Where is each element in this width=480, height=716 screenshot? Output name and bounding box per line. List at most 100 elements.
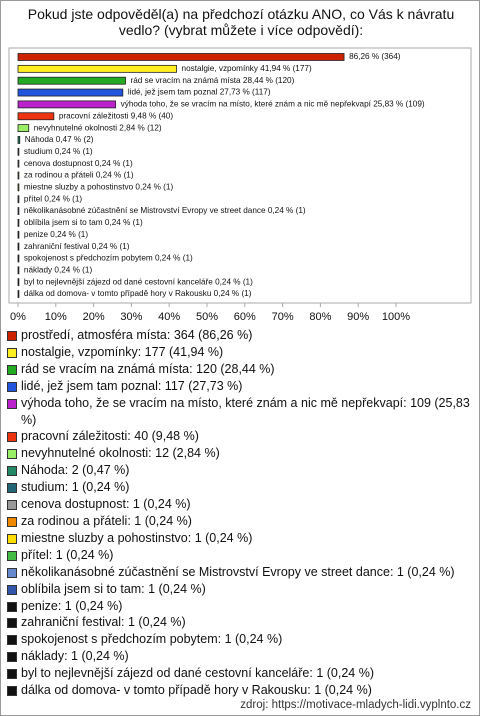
bar	[17, 147, 20, 156]
legend-label: nevyhnutelné okolnosti: 12 (2,84 %)	[21, 446, 220, 461]
legend-swatch	[7, 364, 17, 375]
legend-swatch	[7, 550, 17, 561]
value-label: studium 0,24 % (1)	[24, 147, 93, 156]
legend-swatch	[7, 601, 17, 612]
bar	[17, 207, 20, 215]
x-tick-label: 60%	[234, 311, 256, 323]
x-tick-label: 90%	[347, 311, 369, 323]
legend-label: pracovní záležitosti: 40 (9,48 %)	[21, 429, 199, 444]
bar	[17, 88, 124, 97]
legend-item: penize: 1 (0,24 %)	[7, 598, 473, 615]
value-label: výhoda toho, že se vracím na místo, kter…	[121, 100, 425, 109]
legend-swatch	[7, 567, 17, 578]
x-tick-label: 10%	[45, 311, 67, 323]
legend-swatch	[7, 652, 17, 663]
legend-label: lidé, jež jsem tam poznal: 117 (27,73 %)	[21, 378, 243, 393]
legend-item: prostředí, atmosféra místa: 364 (86,26 %…	[7, 327, 473, 344]
value-label: miestne sluzby a pohostinstvo 0,24 % (1)	[24, 183, 174, 192]
x-tick-label: 40%	[158, 311, 180, 323]
legend-item: za rodinou a přáteli: 1 (0,24 %)	[7, 513, 473, 530]
legend-swatch	[7, 669, 17, 680]
value-label: přítel 0,24 % (1)	[24, 194, 83, 203]
legend-item: přítel: 1 (0,24 %)	[7, 547, 473, 564]
value-label: nostalgie, vzpomínky 41,94 % (177)	[182, 64, 312, 73]
bar	[17, 100, 117, 109]
source: zdroj: https://motivace-mladych-lidi.vyp…	[240, 699, 471, 711]
legend-label: za rodinou a přáteli: 1 (0,24 %)	[21, 513, 192, 528]
value-label: lidé, jež jsem tam poznal 27,73 % (117)	[128, 88, 271, 97]
value-label: penize 0,24 % (1)	[24, 230, 88, 239]
x-tick-label: 50%	[196, 311, 218, 323]
legend-item: spokojenost s předchozím pobytem: 1 (0,2…	[7, 631, 473, 648]
legend: prostředí, atmosféra místa: 364 (86,26 %…	[7, 327, 473, 699]
value-label: náklady 0,24 % (1)	[24, 265, 93, 274]
bar	[17, 218, 20, 227]
value-label: rád se vracím na známá místa 28,44 % (12…	[131, 76, 295, 85]
legend-label: Náhoda: 2 (0,47 %)	[21, 463, 130, 478]
value-label: cenova dostupnost 0,24 % (1)	[24, 159, 133, 168]
x-tick-label: 100%	[382, 311, 410, 323]
bar	[17, 124, 30, 132]
legend-swatch	[7, 618, 17, 629]
value-label: za rodinou a přáteli 0,24 % (1)	[24, 171, 134, 180]
legend-label: rád se vracím na známá místa: 120 (28,44…	[21, 361, 275, 376]
x-tick-label: 80%	[309, 311, 331, 323]
bar	[17, 230, 20, 239]
legend-swatch	[7, 686, 17, 697]
chart: 0% 10% 20% 30% 40% 50% 60% 70% 80% 90% 100% 86,26 %…	[8, 47, 472, 323]
legend-item: rád se vracím na známá místa: 120 (28,44…	[7, 361, 473, 378]
legend-swatch	[7, 331, 17, 341]
chart-title: Pokud jste odpověděl(a) na předchozí otá…	[27, 6, 455, 38]
legend-label: několikanásobné zúčastnění se Mistrovstv…	[21, 564, 455, 579]
bar	[17, 159, 20, 168]
legend-swatch	[7, 466, 17, 477]
legend-item: lidé, jež jsem tam poznal: 117 (27,73 %)	[7, 378, 473, 395]
legend-label: oblíbila jsem si to tam: 1 (0,24 %)	[21, 581, 206, 596]
legend-item: nostalgie, vzpomínky: 177 (41,94 %)	[7, 344, 473, 361]
bar	[17, 254, 20, 263]
bar	[17, 278, 20, 287]
legend-swatch	[7, 381, 17, 392]
legend-item: dálka od domova- v tomto případě hory v …	[7, 682, 473, 699]
legend-swatch	[7, 449, 17, 460]
legend-item: Náhoda: 2 (0,47 %)	[7, 462, 473, 479]
x-tick-label: 0%	[10, 311, 26, 323]
bar	[17, 136, 21, 144]
legend-label: miestne sluzby a pohostinstvo: 1 (0,24 %…	[21, 530, 253, 545]
value-label: 86,26 % (364)	[349, 52, 401, 61]
legend-item: pracovní záležitosti: 40 (9,48 %)	[7, 428, 473, 445]
legend-item: náklady: 1 (0,24 %)	[7, 648, 473, 665]
x-tick-label: 70%	[272, 311, 294, 323]
x-tick-label: 20%	[83, 311, 105, 323]
legend-label: cenova dostupnost: 1 (0,24 %)	[21, 497, 191, 512]
legend-label: dálka od domova- v tomto případě hory v …	[21, 683, 372, 698]
value-label: pracovní záležitosti 9,48 % (40)	[59, 111, 173, 120]
legend-label: studium: 1 (0,24 %)	[21, 480, 130, 495]
bar	[17, 64, 177, 73]
legend-swatch	[7, 398, 17, 409]
value-label: byl to nejlevnější zájezd od dané cestov…	[24, 277, 253, 286]
legend-label: penize: 1 (0,24 %)	[21, 598, 123, 613]
bar	[17, 290, 20, 298]
value-label: nevyhnutelné okolnosti 2,84 % (12)	[34, 123, 162, 132]
value-label: spokojenost s předchozím pobytem 0,24 % …	[24, 254, 193, 263]
legend-item: oblíbila jsem si to tam: 1 (0,24 %)	[7, 581, 473, 598]
legend-swatch	[7, 432, 17, 443]
legend-swatch	[7, 516, 17, 527]
bar	[17, 53, 345, 61]
legend-item: několikanásobné zúčastnění se Mistrovstv…	[7, 564, 473, 581]
value-label: Náhoda 0,47 % (2)	[25, 135, 94, 144]
x-tick-label: 30%	[120, 311, 142, 323]
legend-item: miestne sluzby a pohostinstvo: 1 (0,24 %…	[7, 530, 473, 547]
value-label: zahraniční festival 0,24 % (1)	[24, 242, 130, 251]
legend-label: výhoda toho, že se vracím na místo, kter…	[21, 395, 470, 427]
bar	[17, 266, 20, 275]
legend-swatch	[7, 533, 17, 544]
legend-swatch	[7, 347, 17, 358]
legend-item: byl to nejlevnější zájezd od dané cestov…	[7, 665, 473, 682]
legend-label: spokojenost s předchozím pobytem: 1 (0,2…	[21, 632, 283, 647]
legend-swatch	[7, 483, 17, 494]
bar	[17, 171, 20, 180]
bar	[17, 112, 55, 121]
